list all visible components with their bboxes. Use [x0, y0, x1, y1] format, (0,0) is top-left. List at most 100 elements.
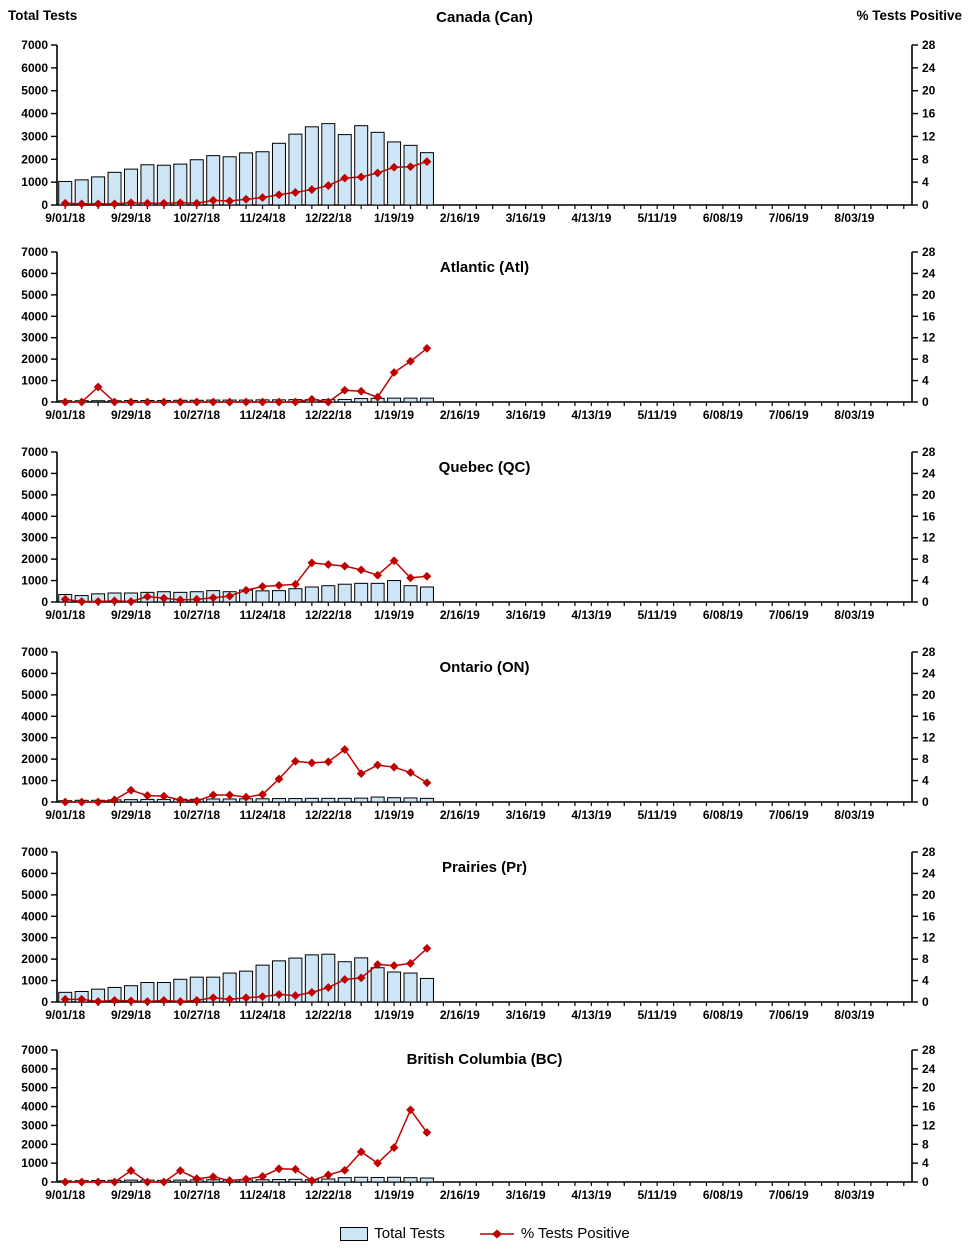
- point-on-9/15/18: [93, 797, 103, 807]
- point-atl-12/01/18: [274, 397, 284, 407]
- point-can-11/10/18: [225, 196, 235, 206]
- point-on-9/29/18: [126, 785, 136, 795]
- point-can-1/19/19: [389, 162, 399, 172]
- point-qc-10/20/18: [175, 595, 185, 605]
- point-on-11/24/18: [258, 790, 267, 799]
- point-on-12/08/18: [291, 756, 300, 766]
- point-qc-11/10/18: [225, 591, 235, 601]
- chart-bc: British Columbia (BC) 0 1000 2000 3000 4000 50…: [21, 1043, 936, 1202]
- svg-text:6/08/19: 6/08/19: [703, 211, 743, 225]
- point-atl-1/05/19: [356, 386, 366, 396]
- point-atl-12/08/18: [291, 397, 300, 407]
- svg-text:5000: 5000: [21, 888, 48, 902]
- point-pr-2/02/19: [422, 944, 432, 953]
- point-atl-10/20/18: [175, 397, 185, 407]
- svg-text:16: 16: [922, 909, 936, 923]
- svg-text:28: 28: [922, 445, 936, 459]
- point-pr-9/22/18: [110, 995, 119, 1005]
- svg-text:5000: 5000: [21, 488, 48, 502]
- chart-title-can: Canada (Can): [436, 9, 533, 26]
- point-qc-9/15/18: [93, 597, 103, 606]
- point-on-12/15/18: [307, 758, 317, 768]
- svg-text:4/13/19: 4/13/19: [571, 1008, 611, 1022]
- point-qc-10/13/18: [159, 593, 169, 603]
- bar-atl-2/02/19: [419, 397, 434, 403]
- point-pr-12/15/18: [307, 987, 317, 997]
- chart-title-atl: Atlantic (Atl): [440, 259, 529, 276]
- legend: Total Tests % Tests Positive: [0, 1215, 970, 1242]
- svg-text:3000: 3000: [21, 931, 48, 945]
- svg-text:2/16/19: 2/16/19: [440, 1008, 480, 1022]
- point-qc-2/02/19: [422, 571, 432, 581]
- bar-qc-1/19/19: [387, 580, 402, 603]
- svg-text:11/24/18: 11/24/18: [239, 1188, 285, 1202]
- svg-text:8: 8: [922, 952, 929, 966]
- svg-text:5000: 5000: [21, 688, 48, 702]
- svg-text:0: 0: [922, 595, 929, 609]
- svg-text:12: 12: [922, 931, 936, 945]
- point-pr-11/24/18: [258, 992, 267, 1002]
- point-bc-10/06/18: [143, 1177, 152, 1187]
- bar-on-11/03/18: [206, 798, 221, 803]
- legend-label-total-tests: Total Tests: [374, 1225, 445, 1242]
- svg-text:24: 24: [922, 1062, 936, 1076]
- svg-text:1000: 1000: [21, 774, 48, 788]
- legend-label-pct-positive: % Tests Positive: [520, 1225, 630, 1242]
- svg-text:5/11/19: 5/11/19: [637, 808, 677, 822]
- point-can-9/15/18: [93, 199, 103, 209]
- svg-text:3/16/19: 3/16/19: [506, 808, 546, 822]
- svg-text:10/27/18: 10/27/18: [173, 1008, 220, 1022]
- bar-qc-11/24/18: [255, 590, 270, 603]
- point-pr-10/13/18: [159, 995, 169, 1005]
- svg-text:2000: 2000: [21, 352, 48, 366]
- point-on-1/19/19: [389, 762, 399, 772]
- svg-text:28: 28: [922, 38, 936, 52]
- svg-text:20: 20: [922, 888, 936, 902]
- svg-text:8/03/19: 8/03/19: [834, 211, 874, 225]
- svg-text:1/19/19: 1/19/19: [374, 211, 414, 225]
- svg-text:9/01/18: 9/01/18: [45, 1188, 85, 1202]
- svg-text:10/27/18: 10/27/18: [173, 608, 220, 622]
- svg-text:1/19/19: 1/19/19: [374, 808, 414, 822]
- svg-text:6000: 6000: [21, 61, 48, 75]
- svg-text:3/16/19: 3/16/19: [506, 1008, 546, 1022]
- bar-bc-1/26/19: [403, 1177, 418, 1183]
- svg-text:7/06/19: 7/06/19: [769, 211, 809, 225]
- point-qc-1/12/19: [373, 570, 383, 580]
- svg-text:2/16/19: 2/16/19: [440, 1188, 480, 1202]
- point-on-1/26/19: [406, 768, 415, 777]
- point-qc-12/15/18: [307, 558, 317, 568]
- svg-text:1000: 1000: [21, 374, 48, 388]
- svg-text:6/08/19: 6/08/19: [703, 408, 743, 422]
- bar-can-1/19/19: [387, 141, 402, 206]
- point-can-9/22/18: [110, 199, 119, 209]
- point-can-9/29/18: [126, 198, 136, 208]
- svg-text:12: 12: [922, 129, 936, 143]
- svg-text:12/22/18: 12/22/18: [305, 1188, 352, 1202]
- point-qc-12/08/18: [291, 579, 300, 589]
- point-pr-9/15/18: [93, 997, 103, 1006]
- point-on-2/02/19: [422, 778, 432, 788]
- svg-text:9/01/18: 9/01/18: [45, 808, 85, 822]
- svg-text:4/13/19: 4/13/19: [571, 808, 611, 822]
- svg-text:8/03/19: 8/03/19: [834, 1008, 874, 1022]
- svg-text:12/22/18: 12/22/18: [305, 608, 352, 622]
- left-axis-header: Total Tests: [8, 8, 77, 23]
- point-bc-11/10/18: [225, 1176, 235, 1185]
- point-atl-11/24/18: [258, 397, 267, 407]
- bar-atl-1/05/19: [354, 398, 369, 403]
- point-bc-10/20/18: [175, 1166, 185, 1176]
- bar-atl-1/19/19: [387, 397, 402, 403]
- svg-text:0: 0: [922, 995, 929, 1009]
- svg-text:1/19/19: 1/19/19: [374, 1008, 414, 1022]
- svg-text:1000: 1000: [21, 574, 48, 588]
- point-qc-9/08/18: [77, 597, 87, 606]
- svg-text:1/19/19: 1/19/19: [374, 408, 414, 422]
- svg-text:0: 0: [41, 198, 48, 212]
- point-can-9/01/18: [60, 198, 70, 208]
- point-bc-1/19/19: [389, 1143, 399, 1152]
- bar-qc-12/22/18: [321, 585, 336, 603]
- svg-text:11/24/18: 11/24/18: [239, 1008, 285, 1022]
- bar-bc-2/02/19: [419, 1177, 434, 1183]
